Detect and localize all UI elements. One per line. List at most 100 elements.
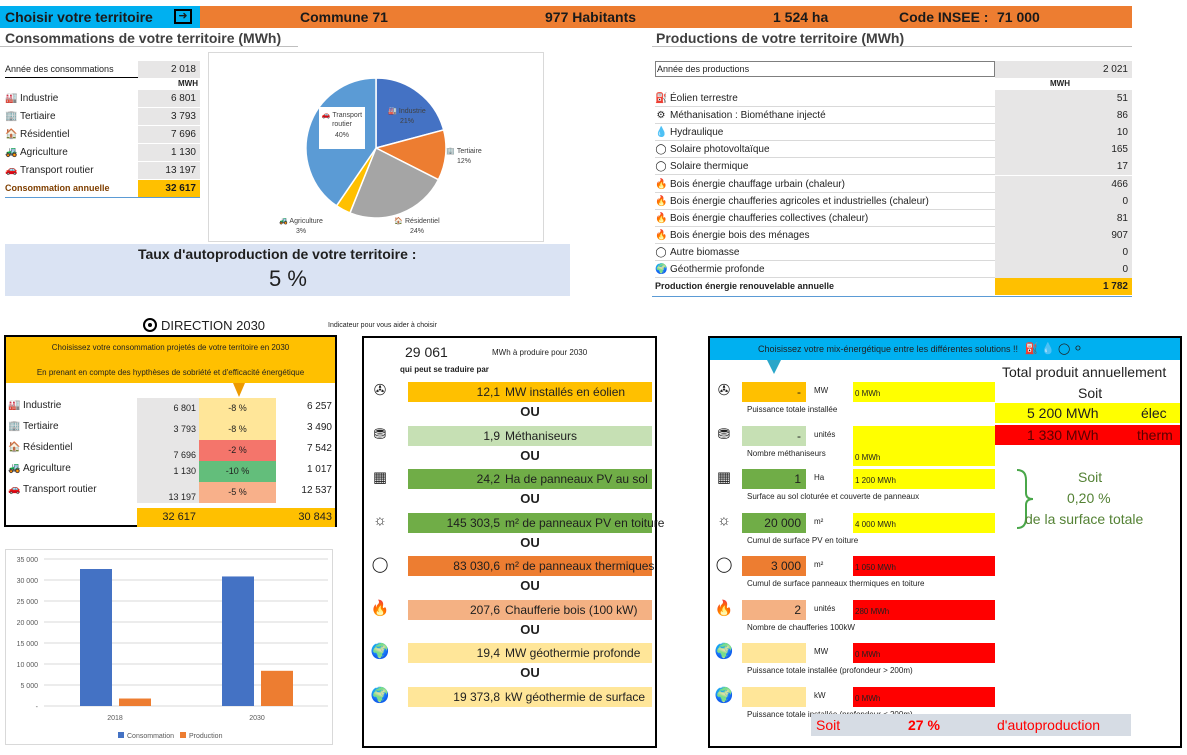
mix-input[interactable]: 3 000 — [742, 556, 806, 576]
direction-row-pct[interactable]: -8 % — [199, 419, 276, 440]
production-row-text: Bois énergie chaufferies agricoles et in… — [670, 195, 929, 207]
direction-row-pct[interactable]: -8 % — [199, 398, 276, 419]
production-total: 1 782 — [995, 278, 1132, 295]
consumption-row-text: Industrie — [20, 93, 59, 104]
ou-separator: OU — [520, 534, 540, 550]
mix-header-text: Choisissez votre mix-énergétique entre l… — [758, 344, 1018, 354]
production-title: Productions de votre territoire (MWh) — [656, 30, 905, 46]
direction-line-2: En prenant en compte des hypthèses de so… — [36, 368, 305, 377]
needs-item: 207,6 Chaufferie bois (100 kW) — [408, 599, 652, 620]
production-row-value: 0 — [995, 243, 1132, 261]
elec-value: 5 200 MWh — [1027, 405, 1099, 421]
consumption-pie-chart: 🏭 Industrie 21% 🏢 Tertiaire 12% 🏠 Résidentie… — [208, 52, 544, 242]
y-tick-label: 15 000 — [17, 641, 39, 648]
bar-consommation-2030 — [222, 576, 254, 706]
direction-line-1: Choisissez votre consommation projetés d… — [51, 343, 290, 352]
direction-row-pct[interactable]: -2 % — [199, 440, 276, 461]
x-tick-label: 2018 — [107, 715, 123, 722]
pie-label-pct: 12% — [457, 158, 471, 165]
production-row-value: 0 — [995, 261, 1132, 278]
mix-unit: kW — [814, 690, 826, 700]
production-row-text: Hydraulique — [670, 127, 724, 139]
soit-label: Soit — [1078, 385, 1103, 401]
production-year-row: Année des productions 2 021 — [655, 61, 1132, 78]
mix-unit: MW — [814, 647, 829, 656]
autoproduction-box: Taux d'autoproduction de votre territoir… — [5, 244, 570, 296]
wind-turbine-icon: ✇ — [373, 382, 387, 399]
production-row-label: 🌍 Géothermie profonde — [655, 261, 765, 278]
consumption-row: 🏭 Industrie 6 801 — [5, 90, 200, 107]
mix-input[interactable]: 2 — [742, 599, 806, 620]
production-row-value: 466 — [995, 175, 1132, 193]
brace-icon — [1016, 469, 1034, 529]
needs-translate: qui peut se traduire par — [400, 365, 489, 374]
direction-title: DIRECTION 2030 — [161, 318, 266, 333]
direction-row: 🚜 Agriculture 1 130 -10 % 1 017 — [6, 461, 335, 482]
production-row: 🔥 Bois énergie bois des ménages 907 — [655, 226, 1132, 244]
direction-row-pct[interactable]: -5 % — [199, 482, 276, 503]
drop-icon: 💧 — [655, 127, 668, 139]
production-row-value: 17 — [995, 158, 1132, 176]
car-icon: 🚗 — [5, 165, 18, 176]
pie-label-name: 🚗 Transport — [322, 112, 362, 119]
production-row: 💧 Hydraulique 10 — [655, 124, 1132, 142]
thermal-icon: ◯ — [715, 556, 733, 573]
flame-icon: 🔥 — [370, 599, 390, 617]
elec-unit: élec — [1141, 405, 1167, 421]
mix-input[interactable]: - — [742, 382, 806, 402]
energy-icons: ⛽ 💧 ◯ ⚪ — [1024, 343, 1083, 355]
commune-name: Commune 71 — [300, 9, 388, 25]
y-tick-label: 5 000 — [20, 683, 38, 690]
mix-input[interactable]: - — [742, 425, 806, 446]
divider — [652, 46, 1132, 47]
pie-label-name: 🏠 Résidentiel — [394, 216, 440, 225]
needs-item-num: 24,2 — [476, 472, 500, 486]
therm-total: 1 330 MWh therm — [995, 425, 1180, 445]
direction-row-proj: 7 542 — [306, 443, 332, 454]
mix-output: 0 MWh — [853, 382, 995, 402]
flame-icon: 🔥 — [655, 178, 668, 190]
y-tick-label: 20 000 — [17, 620, 39, 627]
mix-box: Choisissez votre mix-énergétique entre l… — [708, 336, 1182, 748]
consumption-year[interactable]: 2 018 — [138, 61, 200, 78]
consumption-title: Consommations de votre territoire (MWh) — [5, 30, 282, 46]
consumption-row-label: 🚗 Transport routier — [5, 162, 94, 179]
mix-caption: Puissance totale installée — [747, 405, 838, 414]
sun-icon: ☼ — [373, 511, 387, 529]
mix-output: 0 MWh — [853, 643, 995, 663]
surface-label: de la surface totale — [1025, 511, 1144, 527]
pie-svg: 🏭 Industrie 21% 🏢 Tertiaire 12% 🏠 Résidentie… — [279, 77, 482, 235]
production-row: 🔥 Bois énergie chauffage urbain (chaleur)… — [655, 175, 1132, 193]
ou-separator: OU — [520, 578, 540, 593]
mix-input[interactable] — [742, 643, 806, 663]
production-unit: MWH — [1050, 79, 1070, 88]
mix-unit: m² — [814, 560, 824, 569]
needs-item-text: MW installés en éolien — [505, 385, 626, 399]
mix-input[interactable] — [742, 686, 806, 707]
mix-input[interactable]: 1 — [742, 469, 806, 489]
choose-territory-button[interactable]: Choisir votre territoire ➜ — [0, 6, 200, 28]
production-year[interactable]: 2 021 — [995, 61, 1132, 78]
production-row-text: Solaire thermique — [670, 161, 749, 173]
production-row-value: 10 — [995, 124, 1132, 142]
needs-item-text: kW géothermie de surface — [505, 689, 646, 704]
office-icon: 🏢 — [8, 421, 21, 432]
insee-label: Code INSEE : — [899, 9, 989, 25]
mix-output: 1 050 MWh — [853, 556, 995, 576]
production-row: ◯ Solaire photovoltaïque 165 — [655, 141, 1132, 159]
territory-area: 1 524 ha — [773, 9, 829, 25]
direction-row-proj: 12 537 — [301, 485, 332, 496]
direction-row-pct[interactable]: -10 % — [199, 461, 276, 482]
needs-item-num: 19 373,8 — [453, 689, 500, 704]
production-row: ◯ Solaire thermique 17 — [655, 158, 1132, 176]
pie-slice-industrie — [375, 77, 445, 149]
mix-input[interactable]: 20 000 — [742, 512, 806, 533]
total-produced-label: Total produit annuellement — [1002, 364, 1167, 380]
y-tick-label: 25 000 — [17, 599, 39, 606]
consumption-row-text: Résidentiel — [20, 129, 70, 140]
production-total-label: Production énergie renouvelable annuelle — [655, 281, 835, 291]
production-row: ◯ Autre biomasse 0 — [655, 243, 1132, 261]
wind-icon: ⛽ — [655, 93, 668, 104]
indicator-note: Indicateur pour vous aider à choisir — [328, 322, 437, 329]
mix-header: Choisissez votre mix-énergétique entre l… — [710, 338, 1180, 360]
